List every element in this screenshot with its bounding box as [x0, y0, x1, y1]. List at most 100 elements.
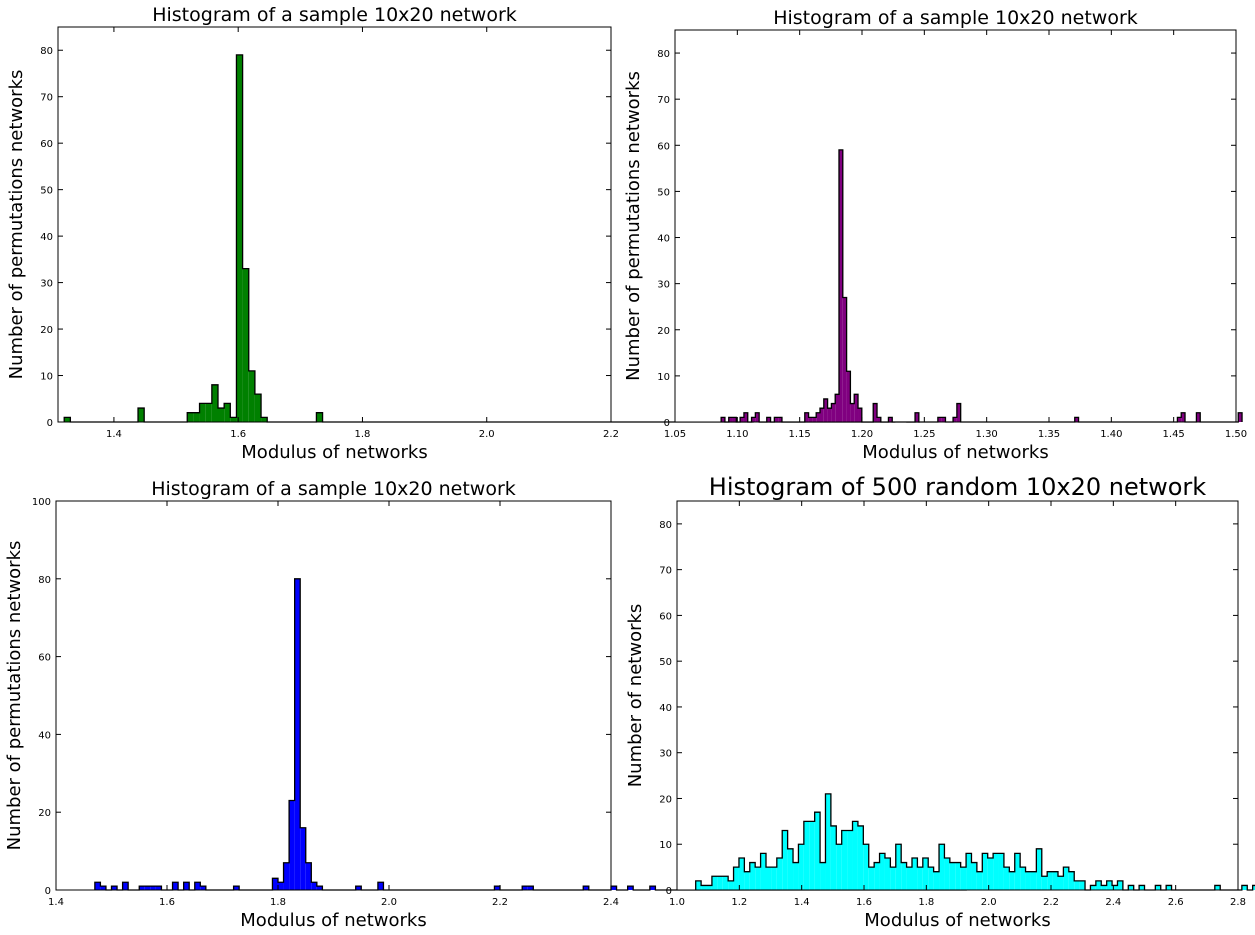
y-tick-label: 10 — [659, 840, 672, 851]
histogram-bar — [803, 821, 810, 890]
histogram-bar — [155, 886, 162, 890]
y-tick-label: 70 — [40, 93, 53, 104]
x-axis-label: Modulus of networks — [240, 910, 426, 931]
histogram-bar — [194, 882, 201, 890]
histogram-bar — [1214, 885, 1221, 890]
histogram-bar — [1036, 848, 1042, 890]
plot-area — [675, 30, 1236, 422]
x-tick-label: 1.4 — [48, 897, 64, 908]
histogram-bar — [787, 848, 794, 890]
histogram-bar — [1101, 885, 1107, 890]
y-tick-label: 60 — [657, 141, 670, 152]
plot-frame — [674, 29, 1237, 423]
histogram-bar — [183, 882, 190, 890]
histogram-bar — [1009, 871, 1015, 890]
plot-area — [56, 501, 611, 890]
y-axis-label: Number of networks — [625, 604, 646, 788]
histogram-bar — [217, 408, 225, 422]
histogram-bars — [94, 578, 978, 890]
histogram-bar — [1041, 876, 1048, 890]
histogram-bar — [733, 867, 739, 890]
histogram-bar — [971, 862, 977, 890]
histogram-bar — [751, 417, 756, 422]
histogram-bar — [798, 844, 804, 890]
x-tick-label: 1.4 — [794, 897, 810, 908]
histogram-bar — [522, 886, 528, 890]
histogram-bar — [1106, 880, 1113, 890]
histogram-bar — [874, 862, 880, 890]
histogram-bar — [1030, 871, 1037, 890]
histogram-bar — [1177, 417, 1182, 422]
histogram-bar — [868, 867, 875, 890]
histogram-bar — [224, 403, 231, 422]
histogram-bar — [706, 885, 712, 890]
y-tick-label: 60 — [40, 139, 53, 150]
x-tick-label: 1.50 — [1225, 429, 1247, 440]
histogram-bar — [901, 862, 907, 890]
histogram-purple: 1.05 1.10 1.15 1.20 1.25 1.30 1.35 1.40 1.45 1.50… — [623, 7, 1247, 463]
histogram-bar — [836, 844, 842, 890]
histogram-bar — [816, 412, 820, 422]
y-axis-label: Number of permutations networks — [6, 70, 27, 380]
histogram-bar — [1063, 867, 1069, 890]
x-axis-label: Modulus of networks — [241, 442, 427, 463]
chart-title: Histogram of a sample 10x20 network — [151, 478, 516, 500]
y-tick-label: 0 — [666, 886, 672, 897]
y-tick-label: 50 — [659, 657, 672, 668]
x-axis-label: Modulus of networks — [864, 910, 1050, 931]
y-tick-label: 20 — [40, 325, 53, 336]
x-tick-label: 1.6 — [159, 897, 175, 908]
x-tick-label: 1.8 — [270, 897, 286, 908]
y-tick-label: 70 — [657, 95, 670, 106]
histogram-bar — [755, 867, 761, 890]
histogram-bar — [711, 876, 718, 890]
x-tick-label: 2.0 — [479, 429, 495, 440]
x-tick-label: 2.0 — [981, 897, 997, 908]
histogram-bar — [846, 371, 851, 422]
histogram-bar — [1139, 885, 1145, 890]
histogram-bar — [150, 886, 156, 890]
histogram-bar — [355, 886, 362, 890]
histogram-bar — [956, 403, 961, 422]
histogram-bar — [230, 417, 237, 422]
histogram-bar — [890, 867, 896, 890]
histogram-bar — [960, 867, 967, 890]
x-tick-label: 1.05 — [664, 429, 686, 440]
x-tick-label: 2.6 — [1168, 897, 1184, 908]
histogram-bar — [1068, 871, 1075, 890]
histogram-bar — [193, 412, 200, 422]
x-tick-label: 1.10 — [726, 429, 748, 440]
histogram-bar — [236, 54, 243, 422]
histogram-bar — [649, 886, 656, 890]
histogram-bar — [1252, 885, 1255, 890]
histogram-bar — [300, 827, 306, 890]
histogram-bar — [583, 886, 589, 890]
y-axis-label: Number of permutations networks — [4, 541, 25, 851]
y-tick-label: 20 — [659, 794, 672, 805]
histogram-bar — [283, 862, 290, 890]
chart-title: Histogram of a sample 10x20 network — [152, 4, 517, 26]
histogram-bar — [627, 886, 634, 890]
histogram-bar — [316, 412, 323, 422]
histogram-bar — [841, 830, 848, 890]
histogram-bar — [765, 867, 772, 890]
histogram-bar — [953, 417, 957, 422]
histogram-bar — [316, 886, 323, 890]
histogram-bar — [820, 862, 826, 890]
y-tick-label: 100 — [32, 497, 51, 508]
histogram-bar — [1238, 412, 1243, 422]
histogram-bar — [743, 412, 748, 422]
y-tick-label: 70 — [659, 566, 672, 577]
histogram-random-networks: 1.0 1.2 1.4 1.6 1.8 2.0 2.2 2.4 2.6 2.8 0 10 20 30 40 5… — [625, 473, 1255, 931]
histogram-bar — [494, 886, 500, 890]
x-tick-label: 1.45 — [1163, 429, 1185, 440]
histogram-bar — [211, 384, 218, 422]
histogram-bar — [847, 830, 853, 890]
x-tick-label: 1.2 — [731, 897, 747, 908]
x-tick-label: 1.30 — [976, 429, 998, 440]
histogram-bar — [1074, 417, 1079, 422]
y-tick-label: 80 — [657, 49, 670, 60]
histogram-bar — [100, 886, 106, 890]
histogram-bar — [1196, 412, 1201, 422]
